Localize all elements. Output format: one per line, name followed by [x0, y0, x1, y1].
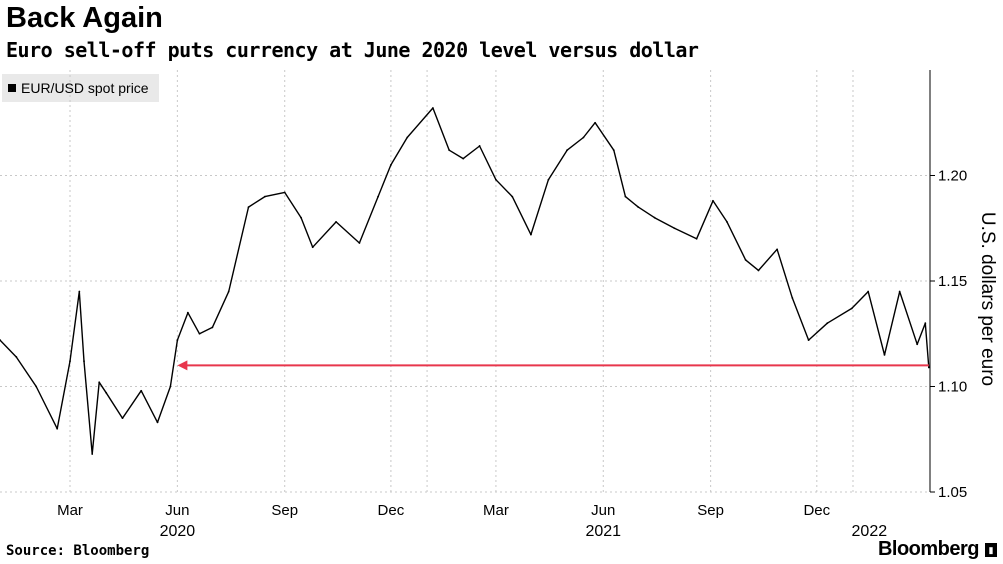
y-axis-label: U.S. dollars per euro [977, 212, 998, 386]
series-point [335, 221, 337, 223]
series-point [695, 237, 698, 240]
chart-title: Back Again [6, 2, 163, 34]
annotation-arrowhead [177, 360, 188, 371]
series-point [0, 339, 1, 341]
series-point [186, 311, 189, 314]
series-point [511, 195, 514, 198]
series-point [247, 206, 250, 209]
brand-logo: Bloomberg [877, 538, 980, 560]
series-point [406, 136, 409, 139]
series-point [547, 178, 550, 181]
series-point [358, 242, 361, 244]
series-point [263, 195, 266, 198]
x-tick-label: Mar [483, 502, 509, 519]
x-tick-label: Sep [271, 502, 298, 519]
x-year-label: 2022 [852, 523, 888, 540]
series-point [624, 195, 627, 198]
y-tick-label: 1.15 [938, 273, 967, 290]
legend-label: EUR/USD spot price [21, 80, 149, 96]
legend-swatch [8, 84, 16, 92]
y-tick-label: 1.10 [938, 379, 967, 396]
series-point [83, 360, 85, 363]
series-point [91, 453, 94, 455]
series-point [883, 353, 886, 356]
series-point [916, 343, 919, 346]
series-point [867, 290, 870, 293]
series-point [826, 322, 829, 325]
series-point [448, 149, 451, 152]
series-point [283, 191, 286, 194]
series-point [121, 417, 124, 420]
x-tick-label: Sep [697, 502, 724, 519]
series-point [78, 290, 81, 293]
series-point [850, 307, 853, 310]
series-point [15, 356, 18, 358]
series-point [898, 290, 901, 293]
series-point [612, 149, 615, 152]
x-tick-label: Dec [378, 502, 405, 519]
chart-subtitle: Euro sell-off puts currency at June 2020… [6, 38, 699, 62]
series-point [105, 391, 108, 394]
series-point [462, 157, 465, 160]
series-point [927, 366, 930, 369]
series-point [712, 199, 714, 202]
series-point [198, 332, 201, 335]
series-point [807, 339, 810, 341]
series-point [377, 195, 379, 198]
series-point [744, 259, 747, 261]
series-point [390, 164, 392, 166]
series-point [757, 269, 760, 272]
series-point [98, 381, 101, 384]
series-point [227, 290, 230, 293]
x-tick-label: Jun [165, 502, 189, 519]
x-tick-label: Dec [803, 502, 830, 519]
series-point [673, 227, 676, 230]
x-year-label: 2021 [585, 523, 621, 540]
series-point [566, 149, 569, 152]
series-point [530, 233, 532, 236]
y-tick-label: 1.20 [938, 168, 967, 185]
series-point [653, 216, 656, 219]
brand-mark-icon: ▮ [985, 543, 997, 557]
series-line [0, 107, 930, 455]
series-point [432, 107, 434, 109]
series-point [582, 136, 585, 139]
series-point [176, 339, 179, 341]
source-note: Source: Bloomberg [6, 543, 150, 559]
y-tick-label: 1.05 [938, 484, 967, 501]
series-point [924, 322, 927, 325]
series-point [726, 221, 728, 223]
series-point [495, 178, 497, 181]
series-point [311, 246, 314, 249]
x-tick-label: Jun [591, 502, 615, 519]
series-point [637, 206, 640, 209]
x-tick-label: Mar [57, 502, 83, 519]
series-point [56, 427, 59, 430]
series-point [211, 326, 214, 329]
series-point [156, 421, 159, 424]
series-point [140, 389, 143, 392]
series-point [594, 121, 597, 124]
series-point [35, 385, 38, 388]
series-point [478, 145, 481, 147]
series-point [69, 360, 71, 363]
series-point [791, 296, 794, 299]
x-year-label: 2020 [160, 523, 196, 540]
legend: EUR/USD spot price [2, 74, 159, 102]
series-point [300, 216, 302, 219]
series-point [776, 248, 779, 251]
series-point [169, 385, 172, 388]
